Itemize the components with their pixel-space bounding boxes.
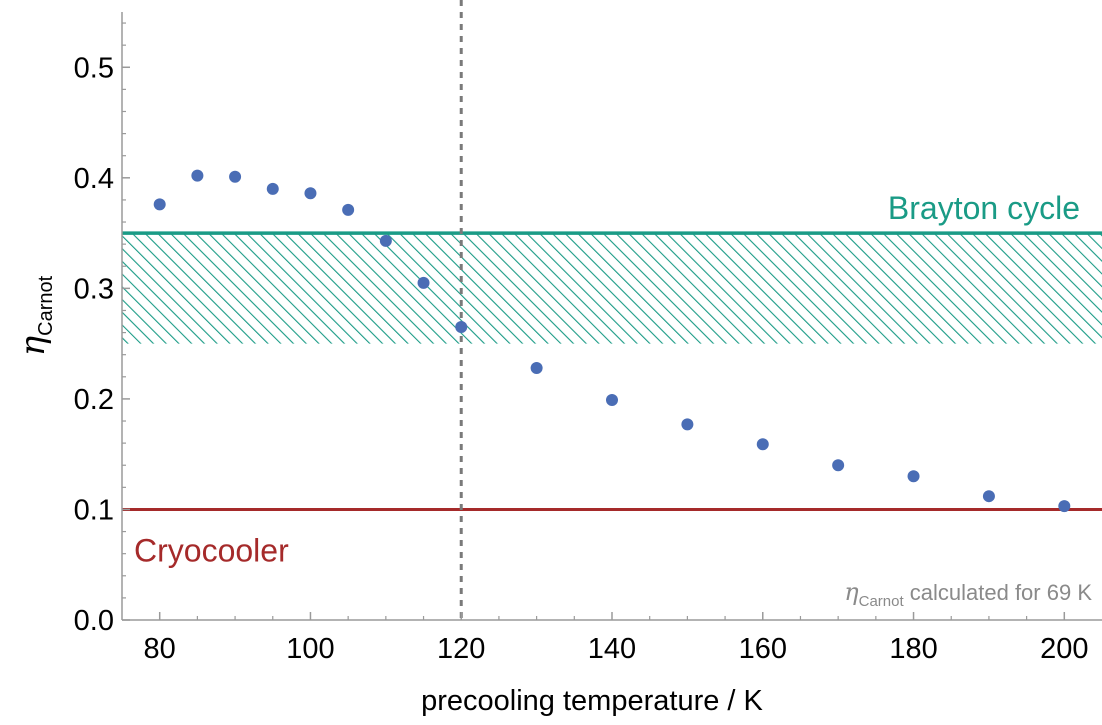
y-axis-subscript: Carnot [35,275,57,335]
data-point [756,438,769,451]
data-point [530,361,543,374]
x-tick-label: 160 [739,633,787,665]
x-tick-label: 140 [588,633,636,665]
brayton-band [122,233,1102,344]
y-tick-label: 0.3 [74,273,114,305]
y-tick-labels: 0.0 0.1 0.2 0.3 0.4 0.5 [74,52,114,637]
data-point [379,234,392,247]
data-point [982,490,995,503]
data-point [455,321,468,334]
cryocooler-label: Cryocooler [134,532,289,568]
y-tick-label: 0.5 [74,52,114,84]
data-point [229,170,242,183]
note-text: calculated for 69 K [904,580,1093,605]
data-point [191,169,204,182]
data-point [342,203,355,216]
x-axis-title: precooling temperature / K [421,685,763,717]
data-point [1058,500,1071,513]
note-subscript: Carnot [859,593,905,610]
x-tick-label: 100 [286,633,334,665]
y-tick-label: 0.4 [74,163,114,195]
data-point [304,187,317,200]
data-point [153,198,166,211]
data-point [606,394,618,407]
x-tick-label: 120 [437,633,485,665]
y-tick-label: 0.0 [74,605,114,637]
data-point [907,470,920,483]
y-tick-label: 0.2 [74,384,114,416]
data-points [153,169,1071,513]
data-point [266,182,279,195]
y-tick-label: 0.1 [74,494,114,526]
brayton-label: Brayton cycle [888,190,1080,226]
axes [121,12,1102,621]
data-point [681,418,694,431]
data-point [832,459,845,472]
x-tick-labels: 80 100 120 140 160 180 200 [144,633,1089,665]
y-axis-title: ηCarnot [13,275,57,356]
efficiency-note: ηCarnot calculated for 69 K [844,578,1092,610]
x-tick-label: 80 [144,633,176,665]
note-symbol: η [844,578,859,606]
data-point [417,276,430,289]
y-axis-symbol: η [13,335,53,356]
x-tick-label: 180 [889,633,937,665]
x-tick-label: 200 [1040,633,1088,665]
